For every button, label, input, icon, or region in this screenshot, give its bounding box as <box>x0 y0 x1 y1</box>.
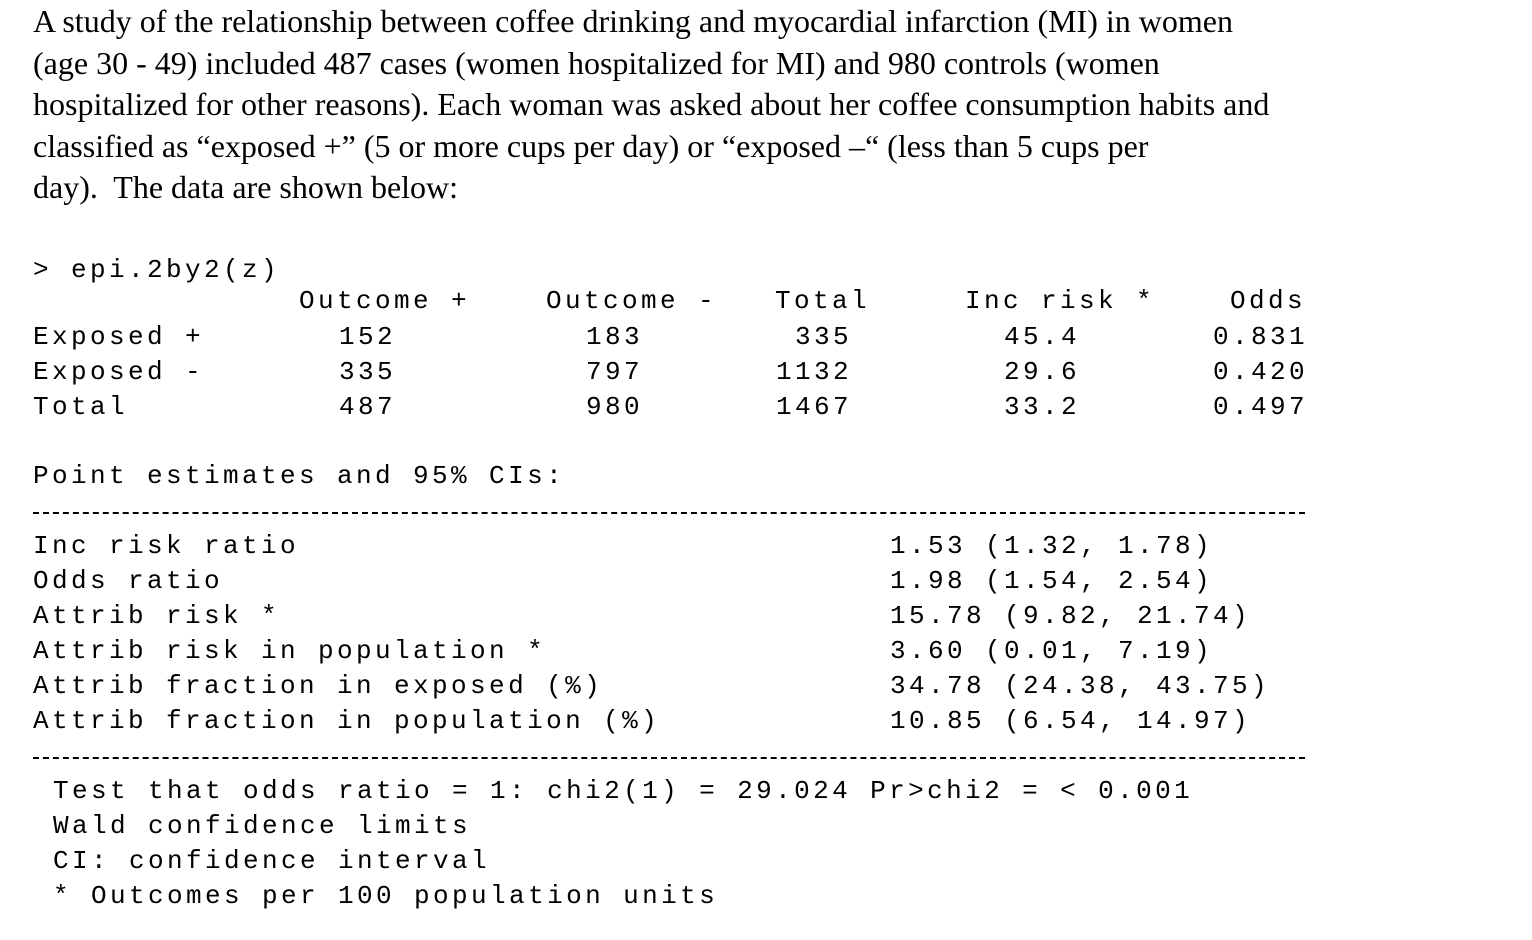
footer-line: CI: confidence interval <box>53 846 491 876</box>
intro-line: day). The data are shown below: <box>33 169 459 206</box>
table-cell: 45.4 <box>1003 322 1080 352</box>
estimate-label: Inc risk ratio <box>33 531 300 561</box>
estimate-value: 10.85 (6.54, 14.97) <box>890 706 1252 736</box>
intro-line: A study of the relationship between coff… <box>33 3 1233 39</box>
table-cell: 1132 <box>775 357 852 387</box>
table-cell: 0.497 <box>1212 392 1308 422</box>
table-cell: 152 <box>338 322 396 352</box>
intro-line: (age 30 - 49) included 487 cases (women … <box>33 44 1160 81</box>
command: > epi.2by2(z) <box>33 255 281 285</box>
row-label: Exposed - <box>33 357 205 387</box>
estimate-label: Attrib fraction in exposed (%) <box>33 671 604 701</box>
footer-line: Wald confidence limits <box>53 811 472 841</box>
estimate-label: Odds ratio <box>33 566 224 596</box>
separator <box>33 512 1305 514</box>
intro-line: classified as “exposed +” (5 or more cup… <box>33 127 1149 164</box>
table-cell: 335 <box>794 322 852 352</box>
table-cell: 29.6 <box>1003 357 1080 387</box>
footer-line: Test that odds ratio = 1: chi2(1) = 29.0… <box>53 776 1194 806</box>
table-cell: 797 <box>585 357 643 387</box>
estimate-value: 1.98 (1.54, 2.54) <box>890 566 1214 596</box>
table-cell: 980 <box>585 392 643 422</box>
estimate-label: Attrib fraction in population (%) <box>33 706 661 736</box>
table-cell: 183 <box>585 322 643 352</box>
table-cell: 1467 <box>775 392 852 422</box>
table-cell: 487 <box>338 392 396 422</box>
table-cell: 335 <box>338 357 396 387</box>
estimate-label: Attrib risk in population * <box>33 636 547 666</box>
column-header: Outcome - <box>546 286 718 316</box>
estimates-title: Point estimates and 95% CIs: <box>33 461 566 491</box>
estimate-value: 15.78 (9.82, 21.74) <box>890 601 1252 631</box>
column-header: Odds <box>1230 286 1307 316</box>
column-header: Inc risk * <box>965 286 1156 316</box>
table-cell: 33.2 <box>1003 392 1080 422</box>
separator <box>33 757 1305 759</box>
table-cell: 0.420 <box>1212 357 1308 387</box>
row-label: Exposed + <box>33 322 205 352</box>
estimate-value: 3.60 (0.01, 7.19) <box>890 636 1214 666</box>
footer-line: * Outcomes per 100 population units <box>53 881 719 911</box>
estimate-value: 1.53 (1.32, 1.78) <box>890 531 1214 561</box>
column-header: Total <box>775 286 871 316</box>
intro-line: hospitalized for other reasons). Each wo… <box>33 86 1270 123</box>
column-header: Outcome + <box>299 286 471 316</box>
estimate-label: Attrib risk * <box>33 601 281 631</box>
estimate-value: 34.78 (24.38, 43.75) <box>890 671 1271 701</box>
row-label: Total <box>33 392 129 422</box>
table-cell: 0.831 <box>1212 322 1308 352</box>
